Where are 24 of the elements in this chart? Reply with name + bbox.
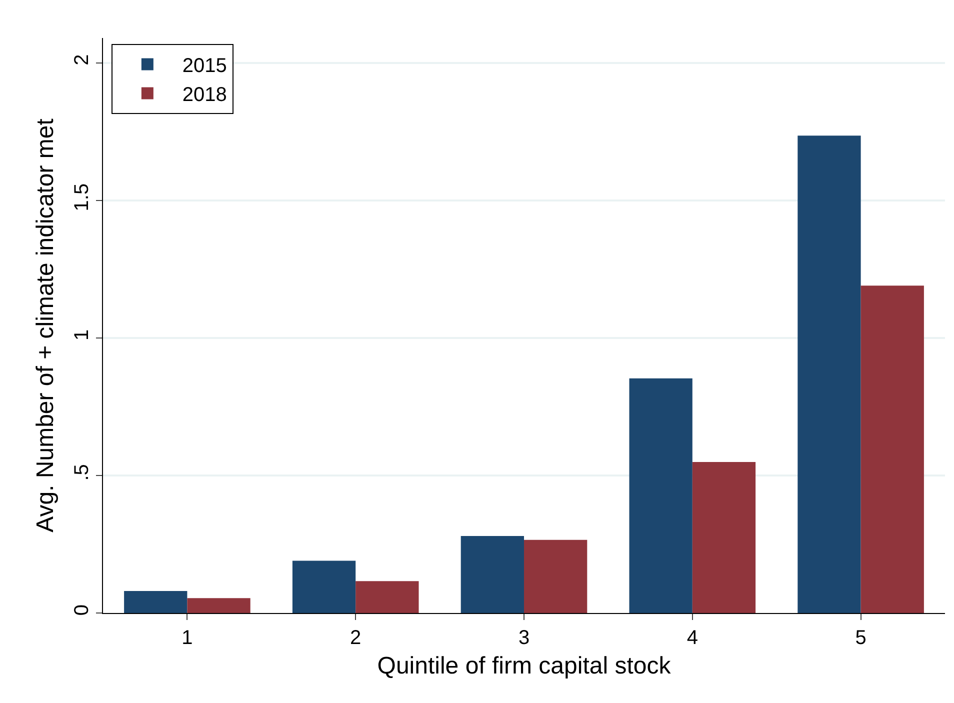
bar [860,286,924,613]
bar [292,560,356,613]
y-tick-label: 2 [71,54,93,66]
legend-label: 2018 [182,84,227,106]
x-tick-label: 1 [182,627,193,649]
bar [124,590,188,613]
bar [798,136,861,613]
y-tick-label: 0 [71,604,93,616]
y-tick-label: .5 [71,464,93,481]
x-axis-title: Quintile of firm capital stock [377,652,672,680]
bar [629,378,692,613]
x-tick-label: 2 [350,627,362,649]
bar [524,540,588,613]
y-tick-label: 1 [71,329,93,340]
y-axis-title: Avg. Number of + climate indicator met [32,118,60,532]
bar [692,462,756,613]
x-tick-label: 5 [855,627,866,649]
bar [460,536,524,613]
bar [187,598,250,613]
y-tick-label: 1.5 [71,183,93,212]
legend-label: 2015 [182,55,227,78]
bar [356,581,419,613]
x-tick-label: 4 [686,627,698,649]
x-tick-label: 3 [518,627,530,649]
